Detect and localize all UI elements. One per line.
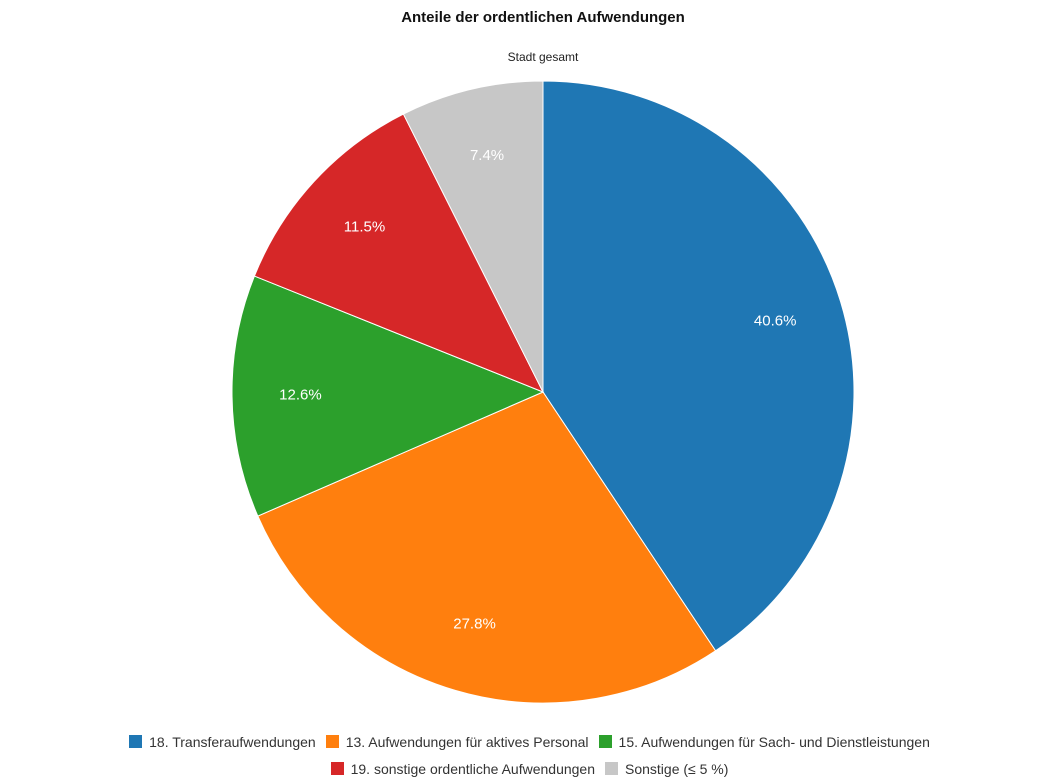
chart: Anteile der ordentlichen Aufwendungen St…	[231, 9, 855, 704]
chart-subtitle: Stadt gesamt	[508, 50, 579, 64]
legend-swatch	[605, 762, 618, 775]
legend-item[interactable]: 18. Transferaufwendungen	[129, 734, 316, 750]
data-label: 11.5%	[344, 219, 385, 236]
legend-swatch	[330, 762, 344, 775]
legend-swatch	[129, 735, 143, 748]
legend-swatch	[325, 735, 339, 748]
data-label: 40.6%	[754, 313, 797, 330]
legend-label: 13. Aufwendungen für aktives Personal	[345, 733, 589, 750]
data-label: 12.6%	[279, 386, 322, 403]
data-label: 27.8%	[453, 616, 496, 633]
legend-label: 19. sonstige ordentliche Aufwendungen	[350, 760, 595, 777]
legend-item[interactable]: Sonstige (≤ 5 %)	[605, 761, 728, 777]
pie-slice	[257, 391, 717, 704]
legend-row: 18. Transferaufwendungen 13. Aufwendungen…	[0, 728, 1059, 755]
legend: 18. Transferaufwendungen 13. Aufwendungen…	[0, 728, 1059, 782]
legend-label: 15. Aufwendungen für Sach- und Dienstlei…	[618, 733, 930, 750]
legend-swatch	[598, 735, 612, 748]
legend-item[interactable]: 19. sonstige ordentliche Aufwendungen	[330, 760, 595, 777]
legend-label: 18. Transferaufwendungen	[149, 733, 316, 750]
chart-title: Anteile der ordentlichen Aufwendungen	[401, 9, 685, 26]
legend-row: 19. sonstige ordentliche Aufwendungen Son…	[0, 755, 1059, 782]
data-label: 7.4%	[470, 147, 504, 164]
legend-item[interactable]: 15. Aufwendungen für Sach- und Dienstlei…	[598, 733, 930, 750]
pie-slice	[231, 275, 545, 517]
pie-slice	[402, 80, 544, 393]
legend-item[interactable]: 13. Aufwendungen für aktives Personal	[325, 733, 589, 750]
legend-label: Sonstige (≤ 5 %)	[625, 760, 729, 777]
pie-slice	[253, 113, 545, 393]
